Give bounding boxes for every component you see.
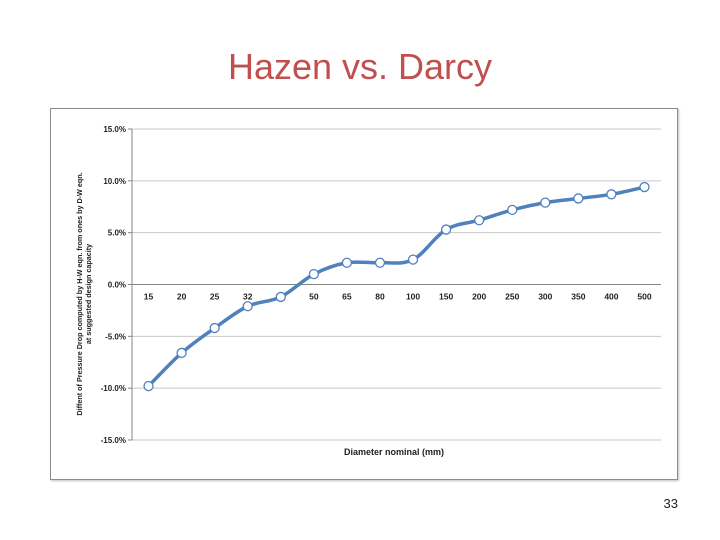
series-path — [147, 185, 645, 388]
data-point — [209, 322, 220, 334]
x-tick-labels: 1520253240506580100150200250300350400500 — [144, 292, 652, 302]
data-point — [507, 204, 518, 216]
y-tick-label: 10.0% — [103, 177, 126, 186]
gridlines — [128, 128, 661, 441]
data-point — [176, 347, 187, 359]
y-tick-label: -10.0% — [101, 384, 126, 393]
x-axis-label: Diameter nominal (mm) — [344, 447, 444, 457]
x-tick-label: 400 — [604, 292, 618, 302]
x-tick-label: 32 — [243, 292, 253, 302]
x-tick-label: 250 — [505, 292, 519, 302]
page-number: 33 — [663, 496, 678, 511]
y-axis-label-line-2: at suggested design capacity — [84, 244, 93, 344]
y-tick-label: -5.0% — [105, 332, 126, 341]
y-tick-label: 15.0% — [103, 125, 126, 134]
data-point — [474, 215, 485, 226]
data-point — [374, 257, 386, 268]
data-markers — [143, 181, 650, 392]
data-point — [407, 254, 419, 265]
y-tick-label: -15.0% — [101, 436, 126, 445]
data-point — [573, 193, 584, 204]
x-tick-label: 500 — [637, 292, 651, 302]
data-point — [308, 268, 319, 280]
x-tick-label: 20 — [177, 292, 187, 302]
y-axis-label-line-1: Diffent of Pressure Drop computed by H-W… — [75, 172, 84, 415]
data-point — [440, 224, 452, 235]
slide-title: Hazen vs. Darcy — [227, 46, 493, 87]
series-line — [147, 185, 645, 388]
x-tick-label: 15 — [144, 292, 154, 302]
y-tick-labels: 15.0% 10.0% 5.0% 0.0% -5.0% -10.0% -15.0% — [101, 125, 126, 445]
line-chart: 15.0% 10.0% 5.0% 0.0% -5.0% -10.0% -15.0% 15 20… — [75, 125, 661, 457]
data-point — [341, 257, 353, 268]
data-point — [242, 301, 253, 312]
x-tick-label: 50 — [309, 292, 319, 302]
x-tick-label: 350 — [571, 292, 585, 302]
data-point — [639, 181, 650, 193]
data-point — [275, 291, 286, 303]
data-point — [540, 197, 551, 208]
x-tick-label: 80 — [375, 292, 385, 302]
data-point — [606, 189, 617, 200]
y-axis-label: Diffent of Pressure Drop computed by H-W… — [75, 172, 93, 415]
x-tick-label: 100 — [406, 292, 420, 302]
x-tick-label: 300 — [538, 292, 552, 302]
x-tick-label: 200 — [472, 292, 486, 302]
chart-frame: 15.0% 10.0% 5.0% 0.0% -5.0% -10.0% -15.0% 15 20… — [50, 108, 678, 480]
x-tick-label: 65 — [342, 292, 352, 302]
y-tick-label: 0.0% — [108, 281, 126, 290]
data-point — [143, 380, 154, 392]
y-tick-label: 5.0% — [108, 229, 126, 238]
x-tick-label: 150 — [439, 292, 453, 302]
x-tick-label: 25 — [210, 292, 220, 302]
